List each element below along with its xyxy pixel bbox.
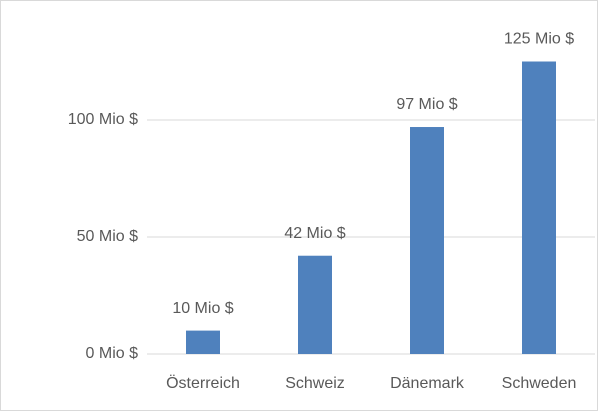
data-label: 125 Mio $ <box>504 31 574 48</box>
x-tick-label: Schweiz <box>285 375 345 392</box>
x-tick-label: Österreich <box>166 374 240 392</box>
x-tick-label: Dänemark <box>390 375 465 392</box>
y-tick-label: 100 Mio $ <box>68 111 138 128</box>
data-label: 97 Mio $ <box>396 96 457 113</box>
data-label: 42 Mio $ <box>284 225 345 242</box>
bar <box>410 127 444 355</box>
x-tick-label: Schweden <box>502 375 577 392</box>
y-tick-label: 50 Mio $ <box>77 228 138 245</box>
bar <box>186 330 220 354</box>
y-tick-label: 0 Mio $ <box>86 345 139 362</box>
bar <box>522 61 556 354</box>
bar <box>298 255 332 354</box>
data-label: 10 Mio $ <box>172 300 233 317</box>
